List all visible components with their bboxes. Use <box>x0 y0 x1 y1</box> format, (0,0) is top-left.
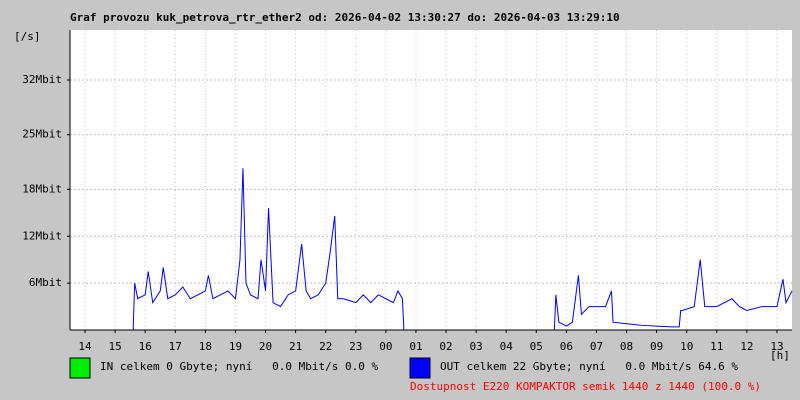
x-tick-label: 12 <box>740 340 753 353</box>
x-tick-label: 03 <box>470 340 483 353</box>
x-unit: [h] <box>770 349 790 362</box>
chart-title: Graf provozu kuk_petrova_rtr_ether2 od: … <box>70 11 620 24</box>
x-tick-label: 15 <box>109 340 122 353</box>
x-tick-label: 08 <box>620 340 633 353</box>
x-tick-label: 13 <box>770 340 783 353</box>
x-tick-label: 19 <box>229 340 242 353</box>
x-tick-label: 00 <box>379 340 392 353</box>
y-tick-label: 12Mbit <box>22 229 62 242</box>
x-tick-label: 21 <box>289 340 302 353</box>
x-tick-label: 18 <box>199 340 212 353</box>
x-tick-label: 05 <box>530 340 543 353</box>
x-tick-label: 16 <box>139 340 152 353</box>
x-tick-label: 06 <box>560 340 573 353</box>
legend-label: OUT celkem 22 Gbyte; nyní 0.0 Mbit/s 64.… <box>440 360 738 373</box>
legend-swatch <box>409 357 431 379</box>
x-tick-label: 20 <box>259 340 272 353</box>
series-line <box>70 168 793 331</box>
legend-label: IN celkem 0 Gbyte; nyní 0.0 Mbit/s 0.0 % <box>100 360 379 373</box>
x-tick-label: 17 <box>169 340 182 353</box>
x-tick-label: 14 <box>78 340 92 353</box>
y-tick-label: 32Mbit <box>22 73 62 86</box>
y-unit: [/s] <box>14 30 41 43</box>
x-tick-label: 01 <box>409 340 422 353</box>
x-tick-label: 10 <box>680 340 693 353</box>
x-tick-label: 04 <box>500 340 514 353</box>
x-tick-label: 09 <box>650 340 663 353</box>
x-tick-label: 23 <box>349 340 362 353</box>
legend-swatch <box>69 357 91 379</box>
x-tick-label: 07 <box>590 340 603 353</box>
y-tick-label: 18Mbit <box>22 182 62 195</box>
y-tick-label: 25Mbit <box>22 128 62 141</box>
y-tick-label: 6Mbit <box>29 276 62 289</box>
x-tick-label: 22 <box>319 340 332 353</box>
x-tick-label: 02 <box>439 340 452 353</box>
plot-area <box>70 30 792 330</box>
x-tick-label: 11 <box>710 340 723 353</box>
availability-note: Dostupnost E220 KOMPAKTOR semik 1440 z 1… <box>410 380 761 393</box>
